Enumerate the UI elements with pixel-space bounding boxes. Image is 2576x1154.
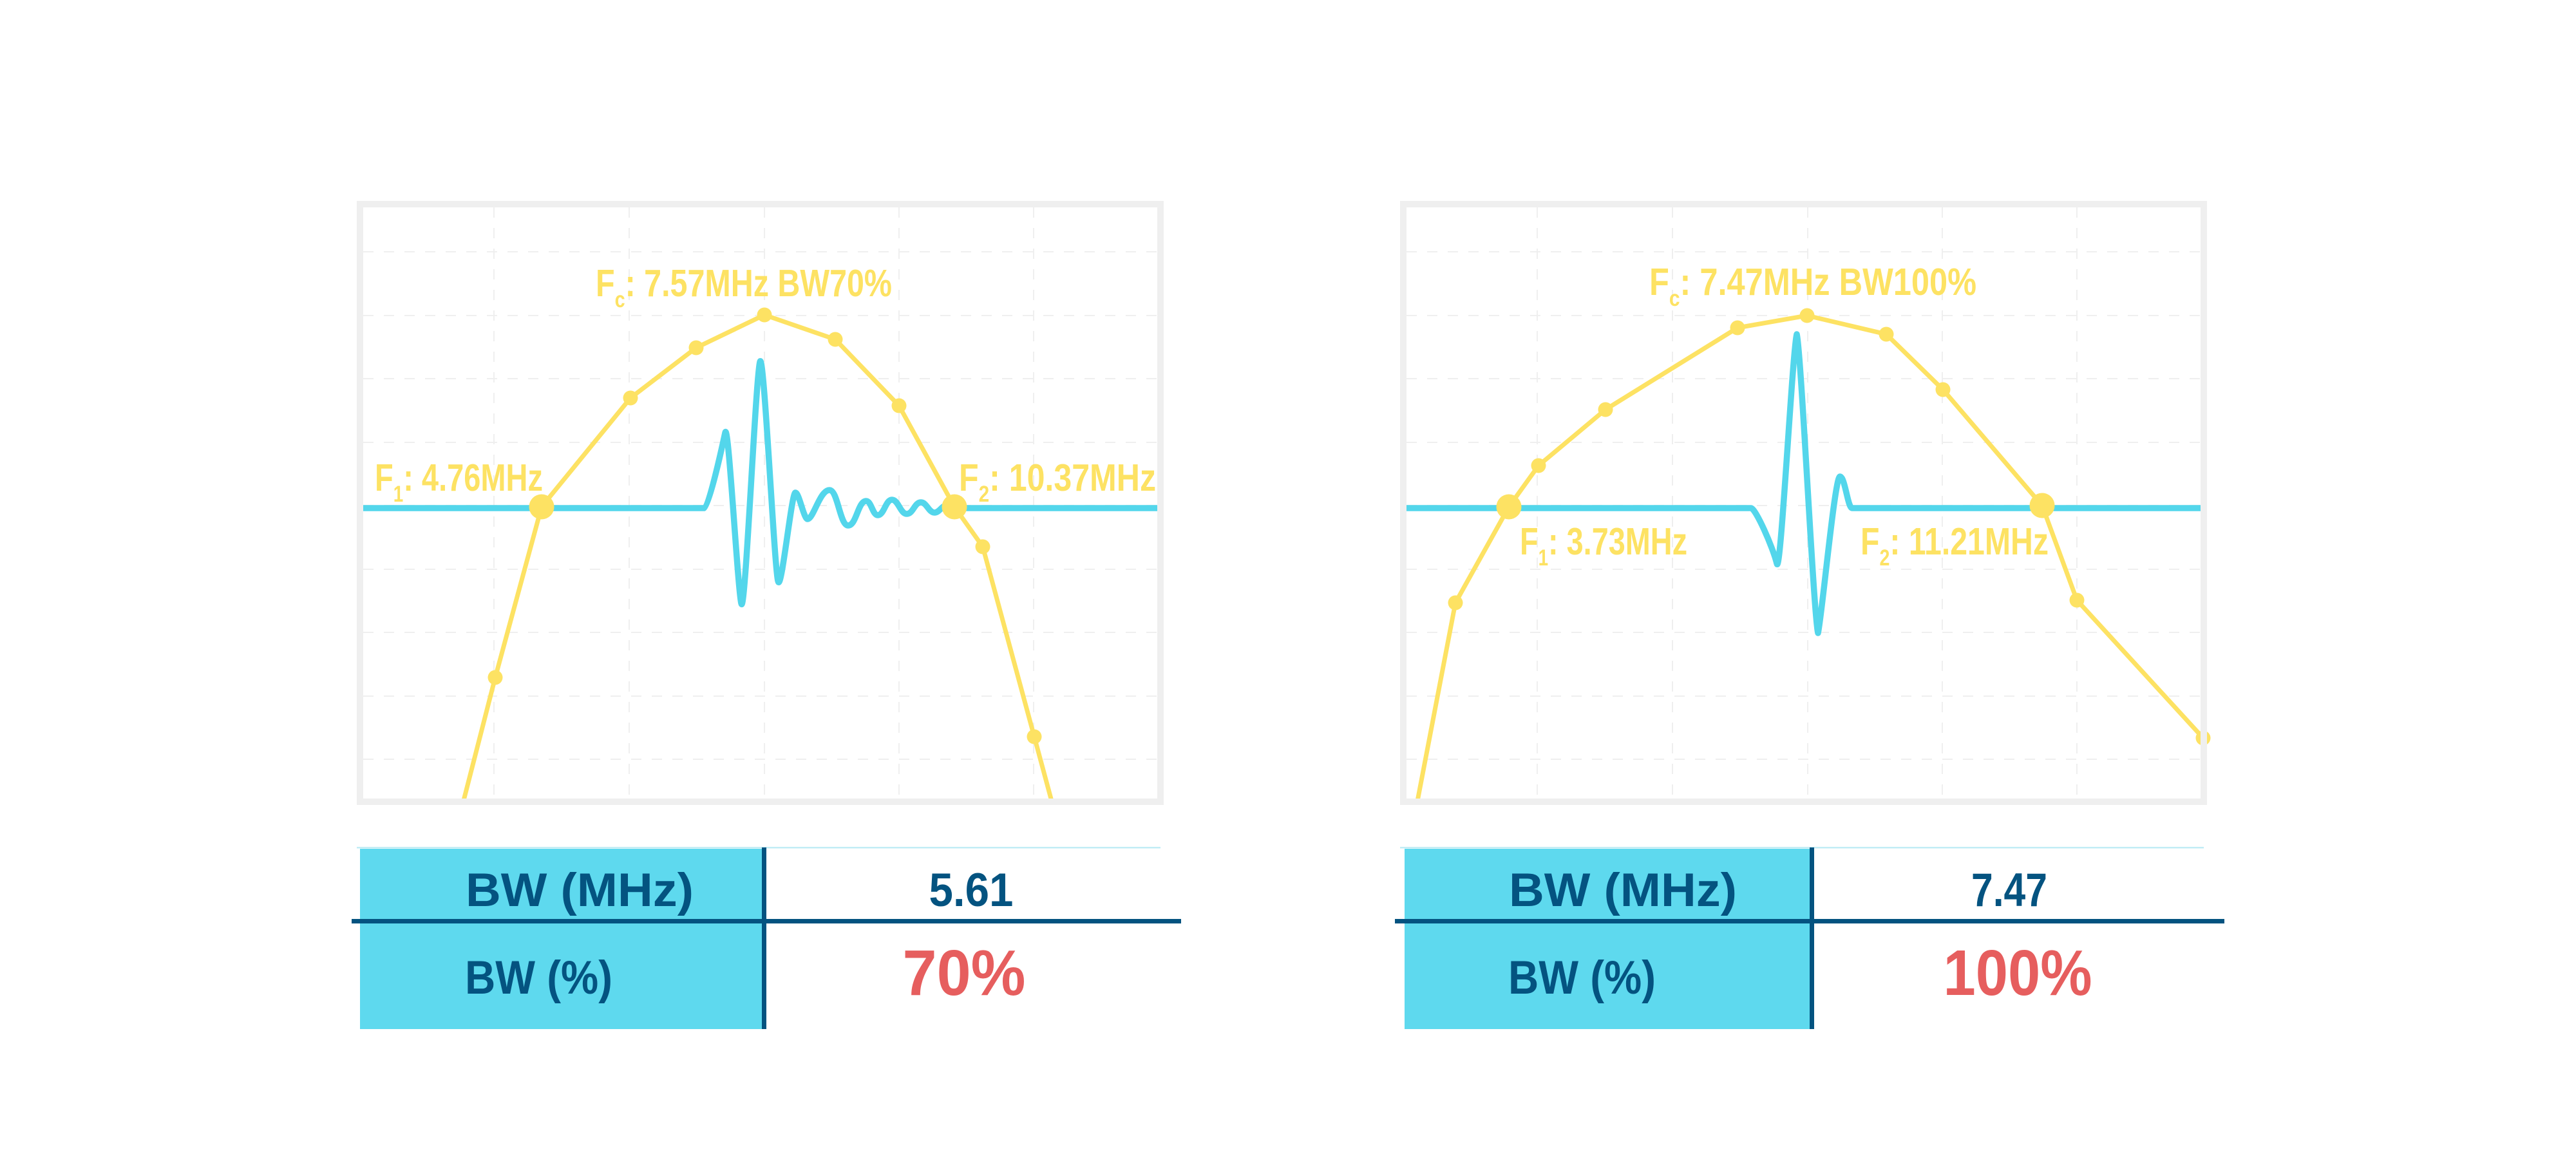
- svg-text:F2: 10.37MHz: F2: 10.37MHz: [959, 457, 1156, 507]
- svg-text:F1: 3.73MHz: F1: 3.73MHz: [1520, 520, 1687, 571]
- svg-text:5.61: 5.61: [929, 864, 1014, 916]
- svg-text:100%: 100%: [1944, 937, 2092, 1009]
- svg-text:Fc: 7.57MHz BW70%: Fc: 7.57MHz BW70%: [596, 262, 892, 312]
- svg-text:7.47: 7.47: [1971, 864, 2047, 916]
- svg-text:BW (%): BW (%): [1508, 952, 1656, 1004]
- svg-text:BW (%): BW (%): [465, 952, 612, 1004]
- svg-text:F2: 11.21MHz: F2: 11.21MHz: [1861, 520, 2049, 571]
- svg-text:70%: 70%: [903, 937, 1026, 1009]
- svg-text:BW (MHz): BW (MHz): [466, 864, 694, 916]
- svg-text:BW (MHz): BW (MHz): [1509, 864, 1737, 916]
- svg-text:Fc: 7.47MHz BW100%: Fc: 7.47MHz BW100%: [1649, 261, 1976, 311]
- svg-text:F1: 4.76MHz: F1: 4.76MHz: [375, 457, 543, 507]
